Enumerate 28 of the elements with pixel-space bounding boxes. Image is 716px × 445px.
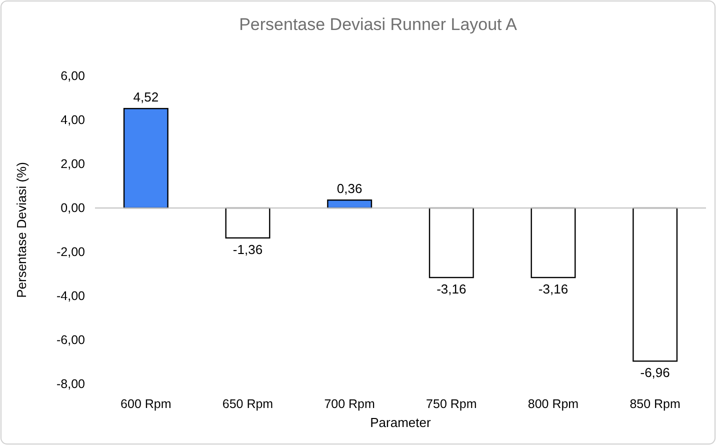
bar [225, 207, 270, 239]
x-tick-label: 750 Rpm [426, 397, 477, 411]
bar [428, 207, 474, 278]
bar [632, 207, 678, 362]
data-label: -6,96 [640, 365, 670, 380]
y-tick-label: -4,00 [56, 289, 86, 303]
x-tick-label: 650 Rpm [222, 397, 274, 411]
y-tick-label: -8,00 [56, 377, 86, 391]
y-axis-title: Persentase Deviasi (%) [14, 162, 29, 298]
data-label: -1,36 [232, 242, 263, 257]
x-tick-label: 850 Rpm [630, 397, 680, 411]
data-label: 4,52 [133, 90, 159, 105]
y-tick-label: 6,00 [60, 69, 86, 83]
y-tick-label: -6,00 [56, 333, 86, 347]
y-tick-label: 2,00 [60, 157, 86, 171]
chart-title: Persentase Deviasi Runner Layout A [239, 15, 518, 34]
data-label: 0,36 [336, 181, 362, 196]
x-tick-label: 600 Rpm [120, 397, 172, 411]
data-label: -3,16 [538, 282, 568, 297]
y-tick-label: 4,00 [60, 113, 86, 127]
y-tick-label: 0,00 [60, 201, 86, 215]
bar [530, 207, 576, 278]
x-tick-label: 700 Rpm [324, 397, 375, 411]
data-label: -3,16 [436, 282, 466, 297]
y-tick-label: -2,00 [56, 245, 86, 259]
x-axis-title: Parameter [370, 415, 432, 430]
x-tick-label: 800 Rpm [528, 397, 579, 411]
bar [123, 108, 168, 209]
